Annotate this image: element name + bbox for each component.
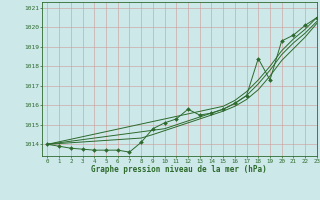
X-axis label: Graphe pression niveau de la mer (hPa): Graphe pression niveau de la mer (hPa) [91, 165, 267, 174]
